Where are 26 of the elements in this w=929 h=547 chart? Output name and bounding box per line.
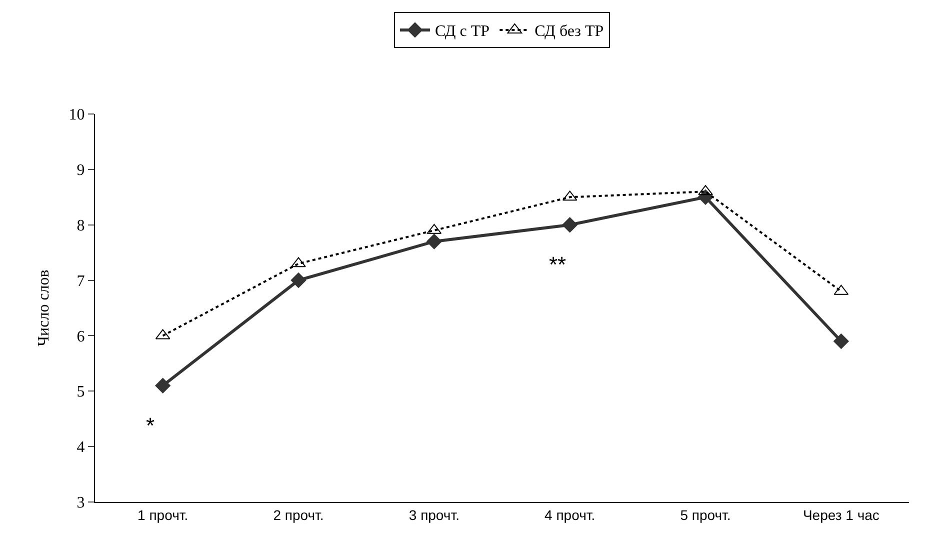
y-tick-label: 10 — [68, 106, 85, 124]
y-tick-label: 6 — [76, 328, 85, 346]
y-tick-label: 5 — [76, 384, 85, 401]
x-tick-label: 5 прочт. — [680, 506, 731, 523]
y-tick-label: 4 — [76, 439, 85, 456]
legend-label: СД без ТР — [534, 23, 604, 40]
point — [155, 378, 170, 394]
annotation: * — [146, 413, 155, 438]
legend-label: СД с ТР — [435, 23, 490, 40]
point — [290, 272, 306, 288]
y-tick-label: 7 — [76, 272, 85, 290]
point — [426, 234, 442, 250]
x-tick-label: Через 1 час — [802, 506, 880, 523]
point — [291, 257, 306, 268]
x-tick-label: 1 прочт. — [138, 506, 188, 523]
x-tick-label: 2 прочт. — [273, 506, 324, 523]
y-axis-title: Число слов — [36, 269, 53, 346]
y-tick-label: 8 — [76, 217, 85, 234]
x-tick-label: 3 прочт. — [408, 506, 460, 523]
point — [834, 334, 849, 349]
y-tick-label: 9 — [76, 162, 85, 180]
y-tick-label: 3 — [76, 494, 85, 512]
x-tick-label: 4 прочт. — [544, 506, 596, 523]
point — [562, 217, 578, 233]
point — [698, 185, 713, 196]
annotation: ** — [549, 252, 567, 277]
